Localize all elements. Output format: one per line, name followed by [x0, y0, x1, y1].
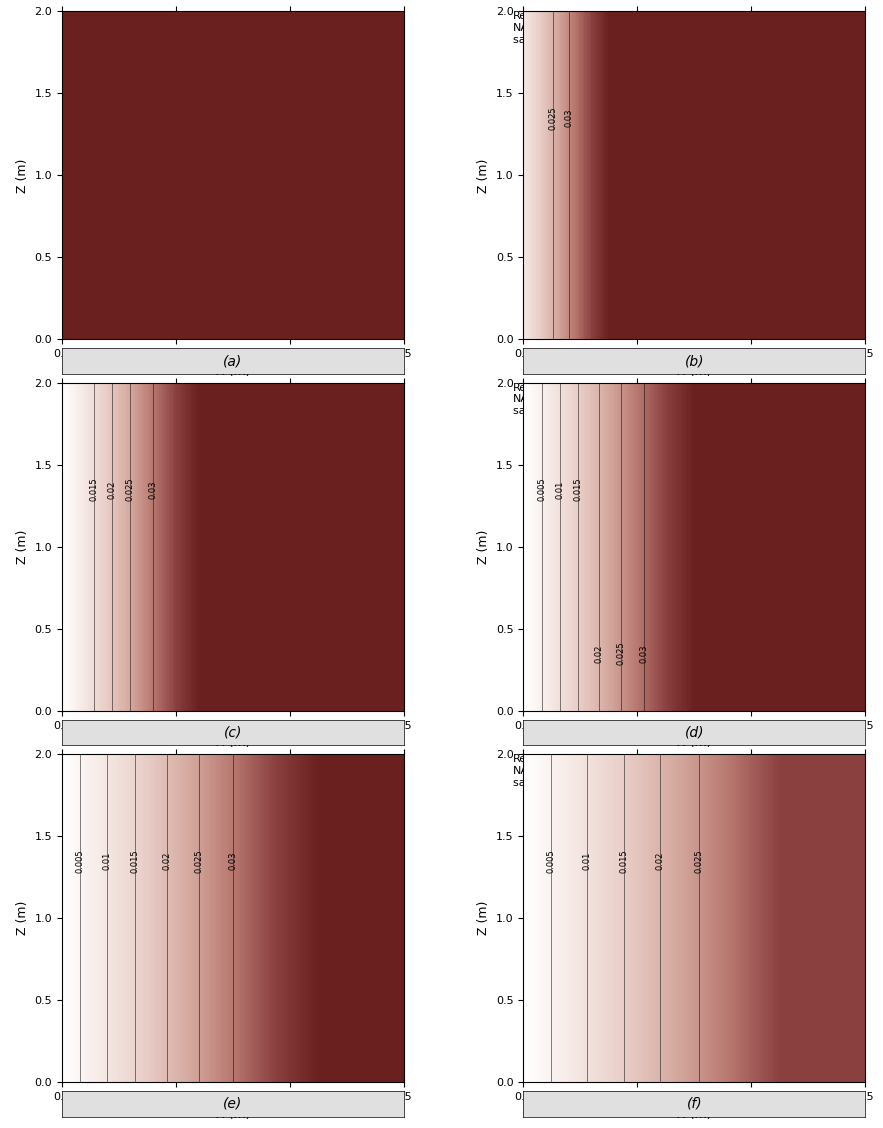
- Text: Residual
NAPL
saturation (-): Residual NAPL saturation (-): [513, 382, 586, 416]
- Text: 0.015: 0.015: [131, 849, 140, 873]
- Text: 0.03: 0.03: [229, 852, 238, 870]
- X-axis label: X (m): X (m): [677, 1108, 712, 1120]
- Text: 0.025: 0.025: [548, 106, 557, 130]
- X-axis label: X (m): X (m): [215, 364, 250, 378]
- Y-axis label: Z (m): Z (m): [16, 901, 29, 935]
- Y-axis label: Z (m): Z (m): [16, 158, 29, 193]
- Text: 0.03: 0.03: [639, 644, 649, 662]
- Text: (d): (d): [684, 725, 704, 740]
- Text: 0.03: 0.03: [564, 108, 573, 127]
- Text: 0.015: 0.015: [89, 477, 98, 501]
- Text: Residual
NAPL
saturation (-): Residual NAPL saturation (-): [513, 11, 586, 44]
- Text: 0.01: 0.01: [583, 852, 592, 870]
- X-axis label: X (m): X (m): [677, 737, 712, 749]
- Text: 0.03: 0.03: [148, 481, 157, 499]
- Text: (e): (e): [223, 1096, 243, 1111]
- Text: (c): (c): [223, 725, 242, 740]
- Y-axis label: Z (m): Z (m): [16, 529, 29, 564]
- Text: 0.02: 0.02: [656, 852, 665, 870]
- Text: 0.025: 0.025: [694, 849, 704, 873]
- Text: 0.005: 0.005: [547, 849, 555, 873]
- Text: (b): (b): [684, 354, 704, 368]
- Y-axis label: Z (m): Z (m): [478, 158, 490, 193]
- Text: 0.005: 0.005: [76, 849, 85, 873]
- Text: 0.025: 0.025: [125, 477, 135, 501]
- X-axis label: X (m): X (m): [215, 1108, 250, 1120]
- X-axis label: X (m): X (m): [215, 737, 250, 749]
- Text: 0.02: 0.02: [162, 852, 171, 870]
- Y-axis label: Z (m): Z (m): [478, 901, 490, 935]
- Text: 0.02: 0.02: [108, 481, 117, 499]
- Text: 0.015: 0.015: [574, 477, 583, 501]
- Text: (a): (a): [223, 354, 243, 368]
- Y-axis label: Z (m): Z (m): [478, 529, 490, 564]
- Text: 0.005: 0.005: [537, 477, 547, 501]
- X-axis label: X (m): X (m): [677, 364, 712, 378]
- Text: 0.025: 0.025: [194, 849, 203, 873]
- Text: 0.01: 0.01: [103, 852, 112, 870]
- Text: 0.02: 0.02: [594, 644, 603, 662]
- Text: 0.025: 0.025: [617, 642, 626, 666]
- Text: 0.015: 0.015: [619, 849, 628, 873]
- Text: 0.01: 0.01: [555, 481, 564, 499]
- Text: (f): (f): [687, 1096, 702, 1111]
- Text: Residual
NAPL
saturation (-): Residual NAPL saturation (-): [513, 755, 586, 787]
